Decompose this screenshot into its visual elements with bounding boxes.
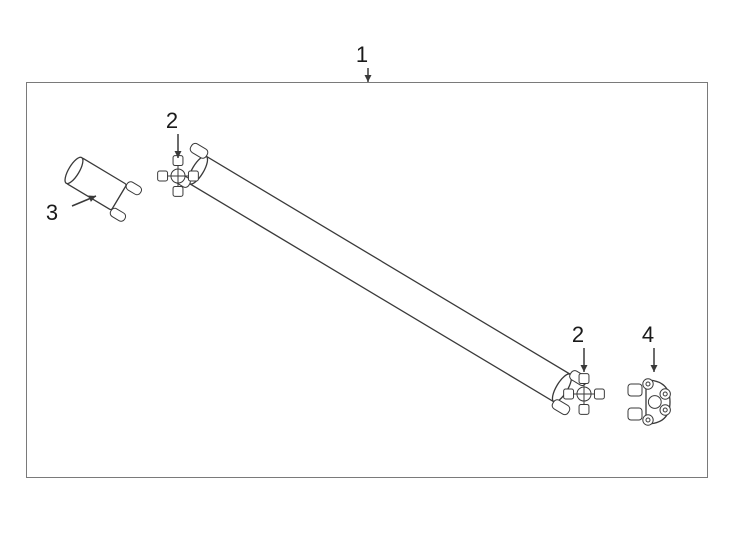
callout-number: 4 — [638, 322, 658, 348]
callout-number: 2 — [162, 108, 182, 134]
callout-number: 3 — [42, 200, 62, 226]
callout-number: 1 — [352, 42, 372, 68]
callout-number: 2 — [568, 322, 588, 348]
diagram-frame — [26, 82, 708, 478]
